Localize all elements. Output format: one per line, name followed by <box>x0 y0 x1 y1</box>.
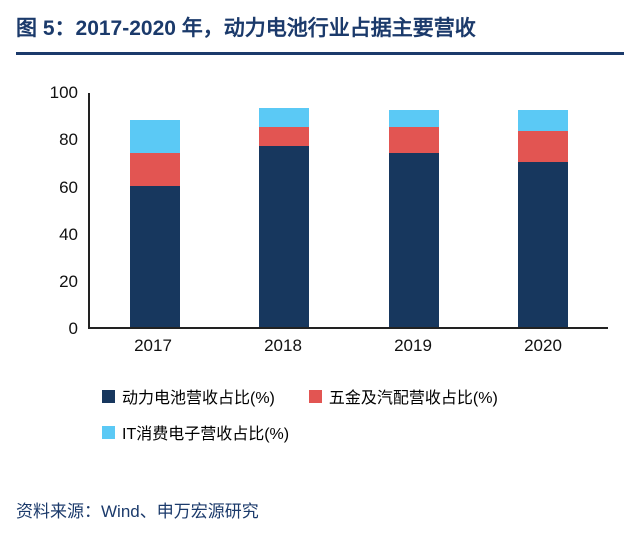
stacked-bar-chart: 0 20 40 60 80 100 <box>42 83 624 338</box>
bar-slot <box>479 93 609 328</box>
y-tick-label: 100 <box>49 83 78 103</box>
bar-segment <box>129 185 180 328</box>
bar-segment <box>259 145 310 328</box>
source-note: 资料来源：Wind、申万宏源研究 <box>16 502 259 521</box>
legend-item: IT消费电子营收占比(%) <box>102 420 289 444</box>
bar-segment <box>388 110 439 127</box>
bar-segment <box>259 126 310 146</box>
figure-title: 图 5：2017-2020 年，动力电池行业占据主要营收 <box>16 17 476 40</box>
x-axis-label: 2018 <box>264 336 302 356</box>
bar-slot <box>349 93 479 328</box>
legend-label: 五金及汽配营收占比(%) <box>328 390 498 408</box>
y-tick-label: 40 <box>59 224 78 244</box>
stacked-bar-2019 <box>388 110 439 328</box>
bar-segment <box>388 152 439 328</box>
bar-segment <box>129 152 180 186</box>
legend-swatch <box>308 389 322 403</box>
bar-slot <box>220 93 350 328</box>
y-tick-label: 0 <box>68 319 78 339</box>
stacked-bar-2017 <box>129 119 180 328</box>
x-axis-label: 2020 <box>524 336 562 356</box>
stacked-bar-2020 <box>518 110 569 328</box>
legend-item: 动力电池营收占比(%) <box>102 384 275 408</box>
bar-segment <box>388 126 439 153</box>
x-axis-labels: 2017 2018 2019 2020 <box>88 336 608 356</box>
y-tick-label: 80 <box>59 130 78 150</box>
x-axis-label: 2019 <box>394 336 432 356</box>
y-tick-label: 20 <box>59 272 78 292</box>
bar-segment <box>518 131 569 163</box>
bar-segment <box>259 107 310 127</box>
legend-swatch <box>102 389 115 403</box>
legend-item: 五金及汽配营收占比(%) <box>308 384 498 408</box>
legend-swatch <box>102 425 115 439</box>
title-divider <box>16 52 624 56</box>
bar-segment <box>129 119 180 153</box>
bar-slot <box>90 93 220 328</box>
legend-label: IT消费电子营收占比(%) <box>122 426 290 444</box>
plot-area <box>88 93 609 330</box>
stacked-bar-2018 <box>259 107 310 328</box>
y-tick-label: 60 <box>59 177 78 197</box>
y-axis: 0 20 40 60 80 100 <box>42 83 88 338</box>
bar-segment <box>518 110 569 132</box>
x-axis-label: 2017 <box>134 336 172 356</box>
chart-legend: 动力电池营收占比(%) 五金及汽配营收占比(%) IT消费电子营收占比(%) <box>102 384 582 444</box>
legend-label: 动力电池营收占比(%) <box>122 390 275 408</box>
bar-segment <box>518 162 569 328</box>
